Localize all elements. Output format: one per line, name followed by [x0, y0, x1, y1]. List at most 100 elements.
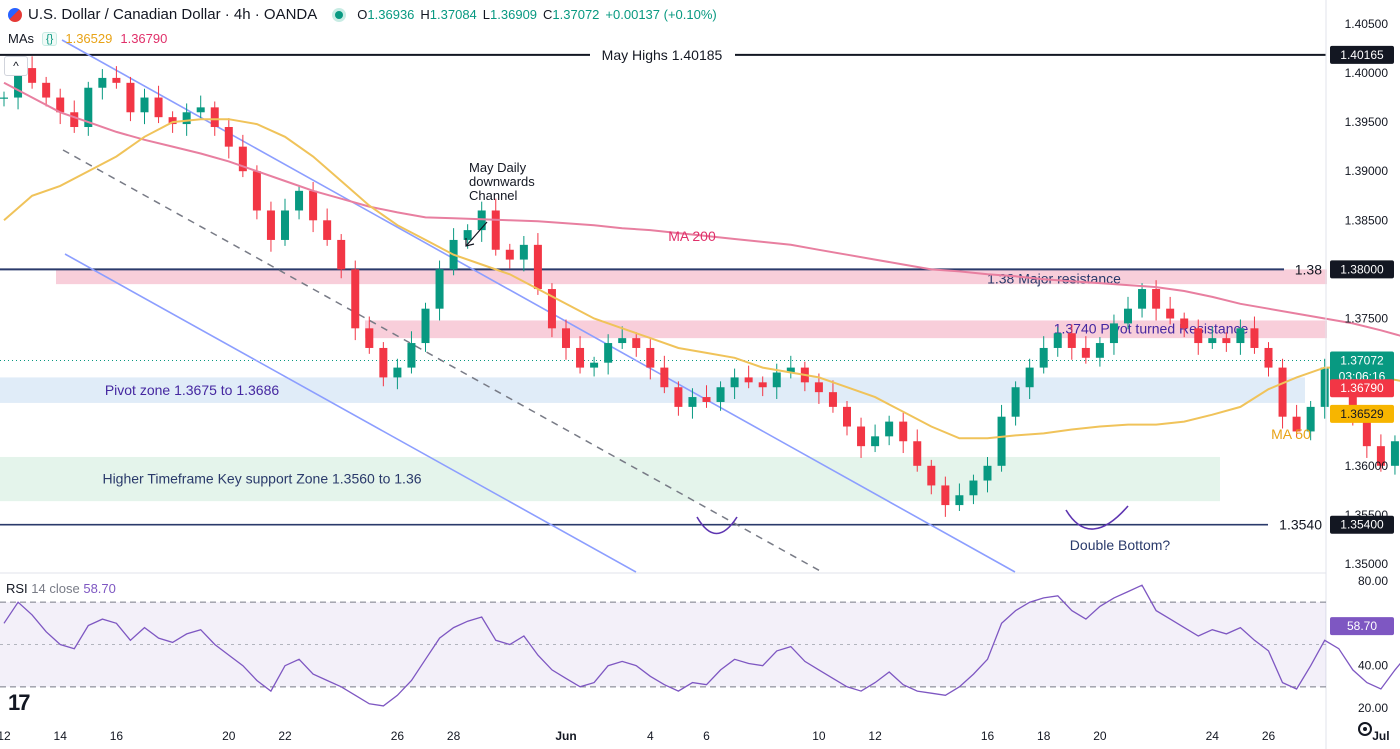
- candle-body: [1376, 446, 1385, 466]
- ma200-legend-value: 1.36790: [120, 31, 168, 46]
- candle-body: [533, 244, 542, 290]
- collapse-legend-button[interactable]: ^: [4, 56, 28, 76]
- candle-body: [196, 107, 205, 113]
- candle-body: [309, 190, 318, 221]
- candle-body: [421, 308, 430, 344]
- candle-body: [168, 117, 177, 125]
- pivot-zone-band: [0, 377, 1305, 403]
- ma50-price-tag-bg: [1330, 404, 1394, 423]
- candle-body: [84, 87, 93, 128]
- price-tick-label: 1.39500: [1345, 115, 1389, 129]
- candle-body: [224, 127, 233, 147]
- high-label: H: [420, 7, 430, 22]
- rsi-tick-label: 40.00: [1358, 659, 1388, 673]
- candle-body: [28, 68, 37, 83]
- mas-label[interactable]: MAs: [8, 31, 34, 46]
- candle-body: [1320, 367, 1329, 407]
- candle-body: [969, 480, 978, 496]
- candle-body: [590, 362, 599, 368]
- change-value: +0.00137 (+0.10%): [605, 7, 717, 22]
- candle-body: [997, 416, 1006, 466]
- x-tick-label: 18: [1037, 729, 1051, 743]
- rsi-tick-label: 80.00: [1358, 574, 1388, 588]
- candle-body: [323, 220, 332, 240]
- x-tick-label: 10: [812, 729, 826, 743]
- candle-body: [1180, 318, 1189, 329]
- candle-body: [14, 68, 23, 98]
- candle-body: [983, 465, 992, 481]
- x-tick-label: 12: [0, 729, 11, 743]
- gear-icon[interactable]: [1358, 722, 1372, 736]
- open-label: O: [357, 7, 368, 22]
- candle-body: [702, 397, 711, 402]
- x-tick-label: 4: [647, 729, 654, 743]
- htf-support-label: Higher Timeframe Key support Zone 1.3560…: [102, 471, 421, 487]
- candle-body: [266, 210, 275, 240]
- candle-body: [744, 377, 753, 383]
- candle-body: [730, 377, 739, 388]
- low-label: L: [482, 7, 491, 22]
- pivot-resistance-label: 1.3740 Pivot turned Resistance: [1054, 320, 1249, 336]
- last-price-tag: 1.37072: [1340, 354, 1384, 368]
- candle-body: [1053, 333, 1062, 348]
- candle-body: [688, 397, 697, 407]
- braces-icon[interactable]: {}: [42, 31, 58, 46]
- channel-lower-line: [64, 253, 637, 573]
- first-bottom-arc: [696, 516, 738, 535]
- x-tick-label: 16: [110, 729, 124, 743]
- channel-annotation-line1: May Daily: [469, 160, 527, 175]
- rsi-value-tag: 58.70: [1347, 619, 1377, 633]
- candle-body: [407, 343, 416, 368]
- candle-body: [547, 289, 556, 329]
- x-tick-label: 14: [54, 729, 68, 743]
- candle-body: [758, 382, 767, 388]
- candle-body: [927, 465, 936, 486]
- may-highs-label: May Highs 1.40185: [602, 47, 723, 63]
- price-tick-label: 1.40500: [1345, 17, 1389, 31]
- open-value: 1.36936: [367, 7, 415, 22]
- candle-body: [281, 210, 289, 240]
- ma200-price-tag: 1.36790: [1340, 381, 1384, 395]
- x-tick-label: 26: [391, 729, 405, 743]
- price-tick-label: 1.37500: [1345, 312, 1389, 326]
- rsi-name: RSI: [6, 581, 28, 596]
- channel-annotation-arrowhead: [465, 238, 475, 247]
- x-tick-label: Jun: [555, 729, 576, 743]
- market-status-icon: [335, 10, 344, 19]
- candle-body: [1081, 347, 1090, 358]
- legend-header: U.S. Dollar / Canadian Dollar · 4h · OAN…: [0, 0, 1000, 54]
- candle-body: [1236, 328, 1245, 344]
- rsi-legend[interactable]: RSI 14 close 58.70: [6, 581, 116, 596]
- price-tick-label: 1.36000: [1345, 459, 1389, 473]
- candle-body: [1152, 289, 1161, 309]
- candle-body: [365, 328, 374, 348]
- candle-body: [379, 347, 388, 378]
- candle-body: [295, 190, 304, 211]
- candle-body: [604, 343, 613, 363]
- candle-body: [1264, 347, 1273, 368]
- candle-body: [871, 436, 880, 447]
- candle-body: [1194, 328, 1203, 344]
- ma200-line: [3, 81, 1400, 337]
- candle-body: [1250, 328, 1259, 348]
- candle-body: [1166, 308, 1175, 319]
- tradingview-logo[interactable]: 17: [8, 690, 31, 715]
- candle-body: [843, 406, 851, 427]
- candle-body: [716, 387, 725, 402]
- rsi-value-tag-bg: [1330, 617, 1394, 636]
- candle-body: [1222, 338, 1231, 344]
- symbol-title[interactable]: U.S. Dollar / Canadian Dollar · 4h · OAN…: [28, 6, 318, 23]
- candle-body: [42, 82, 51, 98]
- price-tick-label: 1.40000: [1345, 66, 1389, 80]
- candle-body: [337, 239, 346, 270]
- major-resistance-band: [56, 269, 1327, 285]
- candle-body: [941, 485, 950, 506]
- candle-body: [618, 338, 627, 344]
- candle-body: [351, 269, 360, 329]
- candle-body: [1390, 441, 1399, 466]
- candle-body: [632, 338, 641, 348]
- candle-body: [393, 367, 402, 378]
- ohlc-open: O1.36936: [357, 7, 414, 22]
- candle-body: [1067, 333, 1076, 348]
